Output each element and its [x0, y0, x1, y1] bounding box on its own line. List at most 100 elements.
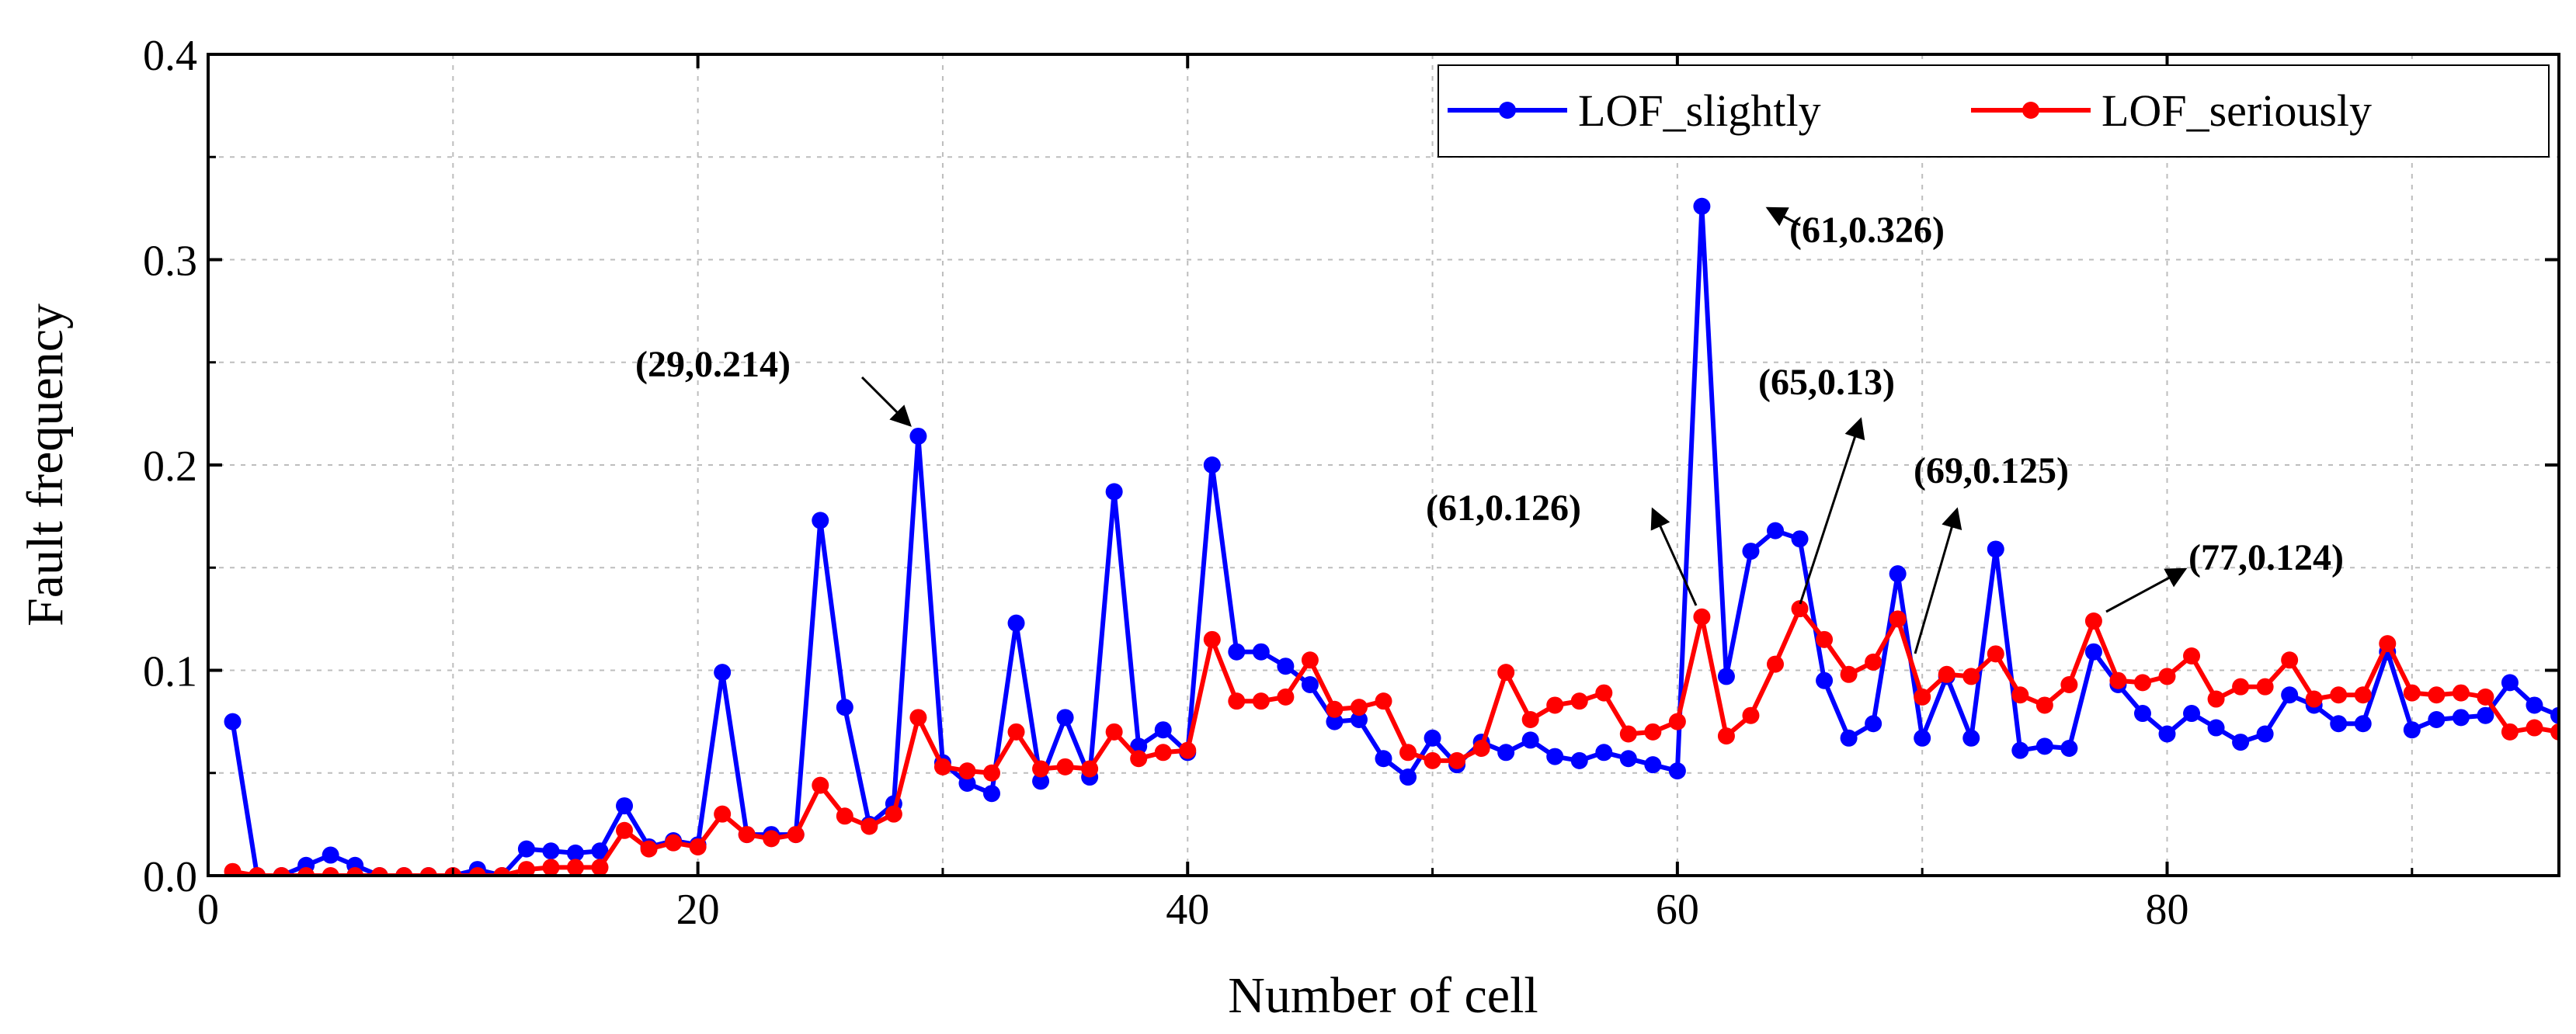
data-point-lof-slightly	[1693, 197, 1711, 215]
x-tick-label: 0	[197, 886, 219, 934]
data-point-lof-slightly	[2133, 705, 2151, 723]
data-point-lof-slightly	[591, 842, 609, 860]
data-point-lof-seriously	[1277, 688, 1295, 706]
legend-label-lof-seriously: LOF_seriously	[2101, 85, 2372, 136]
data-point-lof-seriously	[787, 826, 805, 844]
data-point-lof-slightly	[1742, 543, 1760, 560]
data-point-lof-seriously	[1497, 664, 1515, 682]
data-point-lof-seriously	[2354, 686, 2372, 704]
data-point-lof-seriously	[1301, 651, 1319, 669]
data-point-lof-seriously	[346, 867, 364, 876]
data-point-lof-seriously	[2330, 686, 2348, 704]
data-point-lof-seriously	[958, 762, 976, 780]
data-point-lof-seriously	[2403, 684, 2421, 702]
data-point-lof-seriously	[297, 867, 315, 876]
data-point-lof-seriously	[1865, 653, 1882, 671]
data-point-lof-slightly	[1326, 713, 1344, 730]
series-layer	[224, 197, 2559, 876]
data-point-lof-seriously	[1889, 610, 1907, 628]
data-point-lof-slightly	[1375, 750, 1392, 768]
data-point-lof-slightly	[1595, 744, 1613, 762]
data-point-lof-seriously	[665, 834, 683, 852]
data-point-lof-slightly	[836, 699, 853, 717]
data-point-lof-seriously	[591, 859, 609, 876]
legend-label-lof-slightly: LOF_slightly	[1578, 85, 1821, 136]
data-point-lof-slightly	[2256, 725, 2274, 743]
y-tick-label: 0.1	[143, 648, 197, 696]
legend-box	[1437, 64, 2550, 158]
annotation-arrow	[1914, 507, 1962, 654]
data-point-lof-seriously	[370, 867, 388, 876]
data-point-lof-slightly	[2281, 686, 2299, 704]
data-point-lof-slightly	[2060, 740, 2078, 758]
data-point-lof-seriously	[983, 764, 1000, 782]
data-point-lof-slightly	[2207, 719, 2225, 737]
data-point-lof-seriously	[2133, 674, 2151, 692]
annotation-label: (29,0.214)	[635, 344, 791, 385]
data-point-lof-seriously	[1350, 699, 1368, 717]
data-point-lof-slightly	[2550, 706, 2559, 724]
data-point-lof-seriously	[640, 840, 658, 858]
data-point-lof-slightly	[542, 842, 560, 860]
data-point-lof-slightly	[224, 713, 242, 730]
data-point-lof-seriously	[738, 826, 756, 844]
data-point-lof-seriously	[763, 830, 780, 848]
data-point-lof-slightly	[1497, 744, 1515, 762]
y-tick-label: 0.3	[143, 238, 197, 286]
data-point-lof-slightly	[1987, 540, 2004, 558]
y-tick-label: 0.4	[143, 32, 197, 80]
annotation-arrow	[1650, 507, 1698, 606]
data-point-lof-slightly	[1791, 530, 1809, 548]
data-point-lof-seriously	[2550, 723, 2559, 741]
data-point-lof-seriously	[1203, 630, 1221, 648]
data-point-lof-seriously	[1032, 760, 1050, 778]
data-point-lof-slightly	[1105, 483, 1123, 501]
data-point-lof-slightly	[983, 785, 1000, 803]
data-point-lof-seriously	[1987, 645, 2004, 663]
x-tick-label: 20	[676, 886, 720, 934]
annotation: (61,0.326)	[1765, 206, 1945, 251]
data-point-lof-seriously	[860, 817, 878, 835]
data-point-lof-seriously	[1693, 608, 1711, 626]
annotation-label: (61,0.326)	[1789, 210, 1945, 251]
data-point-lof-slightly	[2428, 710, 2446, 728]
data-point-lof-seriously	[2256, 678, 2274, 696]
data-point-lof-slightly	[1914, 729, 1931, 747]
data-point-lof-seriously	[1448, 751, 1466, 769]
data-point-lof-slightly	[1277, 658, 1295, 675]
annotation-arrow	[2105, 567, 2188, 613]
annotation-label: (77,0.124)	[2188, 537, 2344, 578]
data-point-lof-seriously	[322, 867, 339, 876]
data-point-lof-seriously	[1717, 727, 1735, 745]
data-point-lof-seriously	[2232, 678, 2250, 696]
data-point-lof-seriously	[2379, 635, 2397, 653]
data-point-lof-seriously	[468, 867, 486, 876]
data-point-lof-seriously	[493, 867, 511, 876]
data-point-lof-slightly	[1399, 769, 1417, 786]
data-point-lof-seriously	[1472, 740, 1490, 758]
data-point-lof-seriously	[2305, 690, 2323, 708]
data-point-lof-slightly	[1889, 565, 1907, 583]
data-point-lof-slightly	[1007, 614, 1025, 632]
data-point-lof-seriously	[1570, 692, 1588, 710]
data-point-lof-seriously	[395, 867, 413, 876]
data-point-lof-slightly	[1154, 721, 1172, 739]
annotation: (69,0.125)	[1914, 450, 2069, 654]
annotation: (65,0.13)	[1758, 362, 1895, 605]
data-point-lof-slightly	[2403, 721, 2421, 739]
data-point-lof-slightly	[1767, 522, 1784, 540]
data-point-lof-slightly	[2330, 715, 2348, 733]
data-point-lof-seriously	[2084, 612, 2102, 630]
data-point-lof-seriously	[2501, 723, 2519, 741]
data-point-lof-slightly	[1252, 643, 1270, 661]
annotation-label: (69,0.125)	[1914, 450, 2069, 491]
data-point-lof-seriously	[885, 805, 902, 823]
legend-marker-lof-slightly	[1499, 102, 1516, 119]
x-tick-label: 40	[1166, 886, 1209, 934]
data-point-lof-seriously	[2060, 676, 2078, 694]
data-point-lof-seriously	[2428, 686, 2446, 704]
data-point-lof-slightly	[1424, 729, 1441, 747]
data-point-lof-seriously	[1252, 692, 1270, 710]
data-point-lof-seriously	[1179, 741, 1197, 759]
